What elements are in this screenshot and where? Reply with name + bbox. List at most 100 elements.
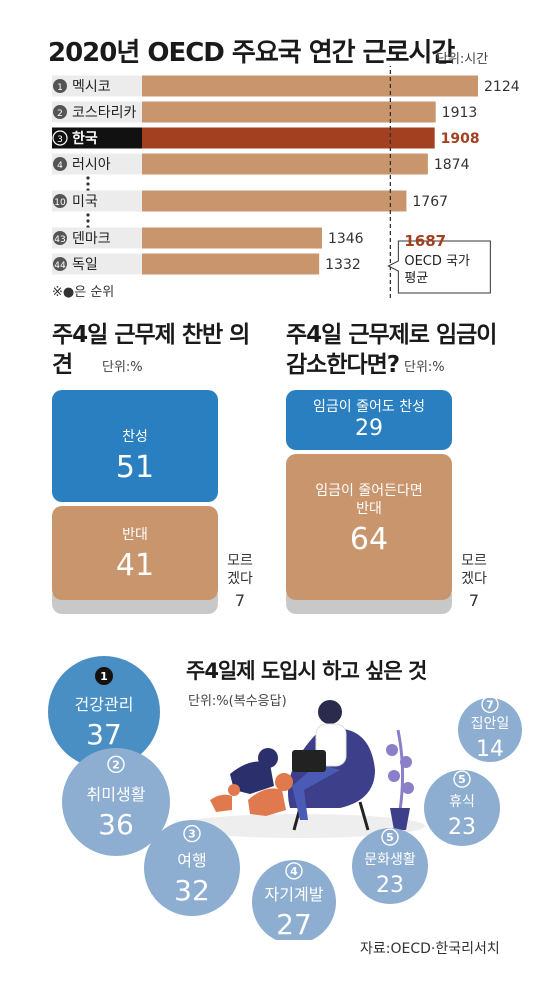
bubble [252,860,336,940]
bubble [62,748,170,856]
support-section-title: 주4일 근무제 찬반 의견 [52,322,250,378]
bubble-label: 건강관리 [75,695,134,714]
country-label-box [52,101,142,123]
ellipsis-dot [86,213,90,217]
rank-badge [53,79,67,93]
wage-agree-block: 임금이 줄어도 찬성 29 [286,390,452,450]
country-name: 한국 [72,131,98,147]
country-label-box [52,127,142,149]
average-value: 1687 [404,232,446,250]
wage-section-title: 주4일 근무제로 임금이 감소한다면? [286,322,497,378]
chart-title: 2020년 OECD 주요국 연간 근로시간 [48,38,455,68]
bubble [424,770,500,846]
wage-oppose-block: 임금이 줄어든다면 반대 64 [286,454,452,600]
agree-value: 51 [115,450,155,485]
wish-title: 주4일제 도입시 하고 싶은 것 [186,659,427,683]
hours-value-label: 1332 [325,257,361,273]
rank-note: ※●은 순위 [52,285,114,300]
country-label-box [52,253,142,275]
hours-value-label: 1346 [328,231,364,247]
hours-bar [142,253,320,275]
bubble-label: 집안일 [471,716,510,732]
rank-number: 3 [57,135,63,145]
oppose-label: 반대 [122,527,148,543]
average-callout [387,240,491,294]
rank-badge [53,157,67,171]
hours-bar [142,127,435,149]
hours-value-label: 2124 [484,79,520,95]
hours-bar-chart: 1 멕시코 2124 2 코스타리카 1913 3 한국 1908 4 러시아 1874 10 미국 176… [52,66,520,300]
bubble-label: 취미생활 [87,785,146,804]
country-name: 러시아 [72,157,111,173]
bubble-rank-number: 5 [386,831,394,844]
bubble-rank-badge [285,862,303,880]
bubble-rank-number: 5 [458,773,466,786]
wage-unit: 단위:% [404,360,445,375]
bubble-rank-number: 7 [486,698,494,711]
wage-agree-label: 임금이 줄어도 찬성 [313,399,425,415]
support-unknown-value: 7 [234,591,246,610]
bubble [458,698,522,762]
rank-badge [52,130,68,146]
hours-value-label: 1874 [434,157,470,173]
support-agree-block: 찬성 51 [52,390,218,502]
wage-oppose-value: 64 [349,522,389,557]
source-note: 자료:OECD·한국리서치 [360,941,500,957]
rank-number: 2 [57,109,63,119]
bubble-rank-number: 4 [290,865,298,878]
agree-label: 찬성 [122,429,148,445]
rank-badge [53,105,67,119]
hours-bar [142,101,436,123]
bubble-rank-number: 1 [100,670,108,683]
ellipsis-dot [86,182,90,186]
bubble [144,820,240,916]
bubble-value: 36 [98,808,134,841]
country-name: 멕시코 [72,79,111,95]
oppose-value: 41 [115,548,155,583]
country-name: 코스타리카 [72,105,137,121]
wage-oppose-label: 임금이 줄어든다면 반대 [315,483,423,517]
country-name: 덴마크 [72,231,111,247]
rank-number: 43 [54,235,65,245]
hours-value-label: 1913 [442,105,478,121]
rank-number: 1 [57,83,63,93]
rank-number: 4 [57,161,63,171]
bubble-value: 27 [276,908,312,940]
rank-badge [53,231,67,245]
rank-badge [53,257,67,271]
hours-bar [142,153,428,175]
wish-bubble-chart: 1 건강관리 37 2 취미생활 36 3 여행 32 4 자기계발 27 5 문화생활 23 5 휴식 23 7 집… [48,656,522,940]
wage-agree-value: 29 [355,416,383,441]
country-label-box [52,227,142,249]
country-name: 미국 [72,194,98,210]
support-stack: 반대 41 찬성 51 [52,390,218,614]
ellipsis-dot [86,219,90,223]
wage-unknown-value: 7 [468,591,480,610]
country-name: 독일 [72,257,98,273]
wish-unit: 단위:%(복수응답) [188,694,287,709]
bubble-rank-badge [95,667,113,685]
unit-label-hours: 단위:시간 [436,52,489,67]
country-label-box [52,190,142,212]
support-unit: 단위:% [102,360,143,375]
average-label-line1: OECD 국가 [404,254,470,269]
bubble-label: 여행 [177,851,206,870]
bubble-value: 23 [376,873,404,898]
wage-stack: 임금이 줄어든다면 반대 64 임금이 줄어도 찬성 29 [286,390,452,614]
hours-value-label: 1908 [441,131,480,147]
bubble-rank-badge [381,828,399,846]
wage-unknown-label: 모르 겠다 [461,553,487,587]
bubble-value: 23 [448,815,476,840]
bubble-rank-badge [107,755,125,774]
bubble-label: 휴식 [449,794,475,810]
bubble-rank-badge [183,824,201,843]
support-unknown-label: 모르 겠다 [227,553,253,587]
bubble-value: 14 [476,737,504,762]
hours-bar [142,227,322,249]
ellipsis-dot [86,176,90,180]
woman-laptop-dogs-illustration [175,700,425,838]
rank-number: 44 [54,261,66,271]
country-label-box [52,153,142,175]
hours-value-label: 1767 [412,194,448,210]
country-label-box [52,75,142,97]
